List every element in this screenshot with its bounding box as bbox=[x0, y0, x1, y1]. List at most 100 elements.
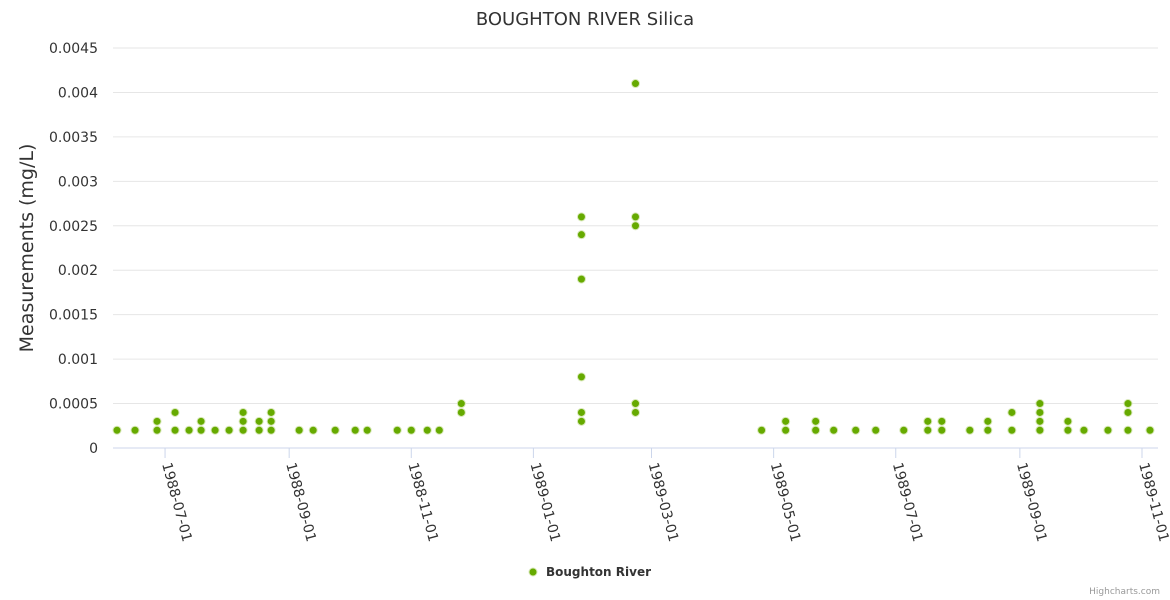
data-point bbox=[196, 425, 206, 435]
data-point bbox=[130, 425, 140, 435]
data-point bbox=[1035, 407, 1045, 417]
credits-link[interactable]: Highcharts.com bbox=[1089, 587, 1160, 597]
data-point bbox=[294, 425, 304, 435]
y-tick-label: 0.0045 bbox=[49, 41, 98, 57]
data-point bbox=[983, 416, 993, 426]
y-tick-label: 0.002 bbox=[58, 263, 98, 279]
y-axis-label: Measurements (mg/L) bbox=[16, 144, 38, 353]
data-point bbox=[899, 425, 909, 435]
data-point bbox=[576, 230, 586, 240]
data-point bbox=[576, 372, 586, 382]
x-tick-label: 1988-11-01 bbox=[404, 461, 441, 544]
data-point bbox=[434, 425, 444, 435]
data-point bbox=[152, 425, 162, 435]
data-point bbox=[170, 425, 180, 435]
y-tick-label: 0 bbox=[89, 441, 98, 457]
data-point bbox=[224, 425, 234, 435]
legend-label: Boughton River bbox=[546, 565, 651, 579]
y-tick-label: 0.001 bbox=[58, 352, 98, 368]
data-point bbox=[1007, 425, 1017, 435]
data-point bbox=[184, 425, 194, 435]
data-point bbox=[254, 416, 264, 426]
data-point bbox=[406, 425, 416, 435]
data-point bbox=[631, 79, 640, 89]
x-tick-label: 1989-09-01 bbox=[1013, 461, 1050, 544]
x-tick-label: 1988-07-01 bbox=[158, 461, 195, 544]
data-point bbox=[456, 399, 466, 409]
data-point bbox=[362, 425, 372, 435]
data-point bbox=[308, 425, 318, 435]
data-point bbox=[1063, 416, 1073, 426]
data-point bbox=[1063, 425, 1073, 435]
y-tick-label: 0.0015 bbox=[49, 308, 98, 324]
data-point bbox=[923, 416, 933, 426]
y-tick-label: 0.0035 bbox=[49, 130, 98, 146]
data-point bbox=[152, 416, 162, 426]
x-tick-label: 1989-03-01 bbox=[645, 461, 682, 544]
x-tick-label: 1988-09-01 bbox=[282, 461, 319, 544]
data-point bbox=[392, 425, 402, 435]
data-point bbox=[330, 425, 340, 435]
y-axis-ticks: 0 0.0005 0.001 0.0015 0.002 0.0025 0.003 0.0035… bbox=[49, 41, 98, 457]
y-tick-label: 0.0025 bbox=[49, 219, 98, 235]
data-point bbox=[937, 416, 947, 426]
data-point bbox=[983, 425, 993, 435]
data-point bbox=[631, 407, 640, 417]
data-point bbox=[829, 425, 839, 435]
y-tick-label: 0.0005 bbox=[49, 397, 98, 413]
data-point bbox=[266, 425, 276, 435]
data-point bbox=[422, 425, 432, 435]
legend-marker bbox=[528, 567, 538, 577]
data-point bbox=[576, 212, 586, 222]
data-point bbox=[631, 221, 640, 231]
data-point bbox=[456, 407, 466, 417]
data-point bbox=[1035, 425, 1045, 435]
data-point bbox=[965, 425, 975, 435]
data-point bbox=[196, 416, 206, 426]
data-point bbox=[1123, 407, 1133, 417]
data-point bbox=[811, 416, 821, 426]
data-point bbox=[210, 425, 220, 435]
data-point bbox=[112, 425, 122, 435]
data-point bbox=[238, 416, 248, 426]
data-point bbox=[170, 407, 180, 417]
data-point bbox=[781, 416, 791, 426]
data-point bbox=[871, 425, 881, 435]
data-point bbox=[238, 407, 248, 417]
data-point bbox=[937, 425, 947, 435]
data-point bbox=[266, 416, 276, 426]
data-point bbox=[811, 425, 821, 435]
x-tick-label: 1989-11-01 bbox=[1135, 461, 1170, 544]
data-point bbox=[238, 425, 248, 435]
data-point bbox=[851, 425, 861, 435]
data-point bbox=[1035, 416, 1045, 426]
data-point bbox=[1145, 425, 1155, 435]
y-tick-label: 0.003 bbox=[58, 174, 98, 190]
data-point bbox=[1079, 425, 1089, 435]
y-tick-label: 0.004 bbox=[58, 85, 98, 101]
data-point bbox=[266, 407, 276, 417]
chart-title: BOUGHTON RIVER Silica bbox=[476, 9, 694, 30]
data-point bbox=[1035, 399, 1045, 409]
data-point bbox=[923, 425, 933, 435]
data-point bbox=[254, 425, 264, 435]
x-axis-ticks: 1988-07-01 1988-09-01 1988-11-01 1989-01-01… bbox=[158, 448, 1170, 544]
data-point bbox=[631, 399, 640, 409]
data-point bbox=[1123, 399, 1133, 409]
data-point bbox=[631, 212, 640, 222]
data-point bbox=[757, 425, 767, 435]
data-point bbox=[350, 425, 360, 435]
data-point bbox=[576, 416, 586, 426]
legend-item[interactable]: Boughton River bbox=[528, 565, 651, 579]
data-point bbox=[1007, 407, 1017, 417]
data-point bbox=[576, 274, 586, 284]
data-point bbox=[1123, 425, 1133, 435]
data-point bbox=[781, 425, 791, 435]
data-point bbox=[1103, 425, 1113, 435]
x-tick-label: 1989-07-01 bbox=[889, 461, 926, 544]
x-tick-label: 1989-05-01 bbox=[767, 461, 804, 544]
x-tick-label: 1989-01-01 bbox=[527, 461, 564, 544]
series-boughton-river bbox=[112, 79, 1155, 435]
data-point bbox=[576, 407, 586, 417]
